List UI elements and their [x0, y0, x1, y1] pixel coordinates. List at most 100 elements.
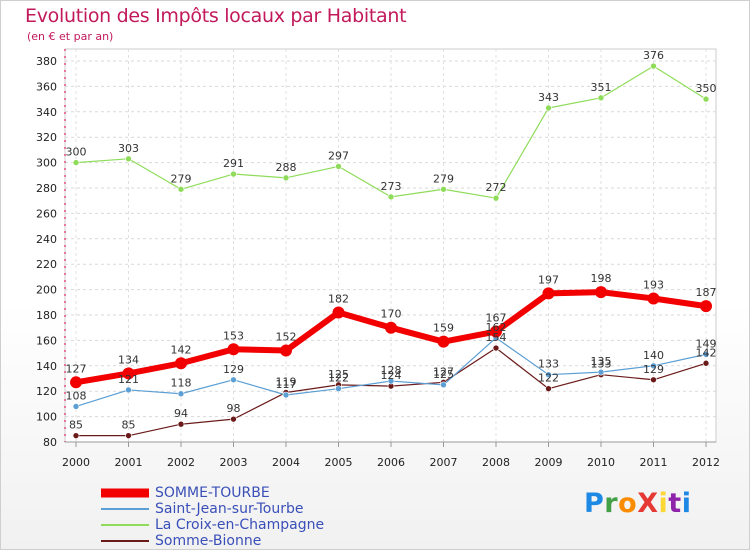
- y-tick-label: 80: [43, 436, 57, 449]
- data-point: [335, 163, 342, 170]
- data-point: [650, 362, 657, 370]
- data-point: [335, 385, 342, 392]
- x-tick-label: 2010: [587, 456, 615, 469]
- data-label: 272: [486, 181, 507, 194]
- x-tick-label: 2004: [272, 456, 300, 469]
- data-label: 128: [381, 364, 402, 377]
- data-label: 125: [328, 368, 349, 381]
- data-label: 167: [486, 312, 507, 325]
- data-point: [125, 386, 132, 394]
- y-tick-label: 200: [36, 284, 57, 297]
- legend-label: Saint-Jean-sur-Tourbe: [155, 501, 304, 517]
- data-label: 108: [66, 389, 87, 402]
- legend-swatch: [101, 524, 149, 526]
- data-point: [702, 95, 710, 103]
- data-point: [595, 286, 607, 299]
- data-label: 134: [118, 353, 139, 366]
- data-point: [282, 174, 290, 182]
- legend-swatch: [101, 508, 149, 510]
- data-label: 142: [171, 343, 192, 356]
- plot-area: [64, 48, 717, 443]
- data-label: 119: [276, 375, 297, 388]
- data-point: [545, 371, 552, 378]
- data-label: 288: [276, 161, 297, 174]
- y-tick-label: 300: [36, 157, 57, 170]
- data-point: [332, 306, 345, 319]
- data-label: 198: [591, 272, 612, 285]
- y-tick-label: 240: [36, 233, 57, 246]
- x-tick-label: 2007: [430, 456, 458, 469]
- x-tick-label: 2011: [640, 456, 668, 469]
- data-point: [230, 376, 237, 384]
- data-label: 121: [118, 373, 139, 386]
- logo-letter: X: [637, 488, 659, 519]
- data-point: [177, 390, 185, 398]
- data-point: [492, 194, 500, 202]
- data-point: [545, 385, 552, 392]
- x-tick-label: 2006: [377, 456, 405, 469]
- data-label: 153: [223, 329, 244, 342]
- legend-label: SOMME-TOURBE: [155, 485, 270, 501]
- y-tick-label: 280: [36, 182, 57, 195]
- data-label: 351: [591, 81, 612, 94]
- legend-swatch: [101, 488, 149, 498]
- logo-letter: i: [681, 488, 692, 519]
- data-label: 125: [433, 368, 454, 381]
- data-label: 133: [538, 358, 559, 371]
- y-tick-label: 260: [36, 207, 57, 220]
- logo-letter: t: [668, 488, 682, 519]
- data-point: [702, 359, 710, 367]
- data-label: 127: [66, 362, 87, 375]
- data-label: 291: [223, 157, 244, 170]
- data-point: [650, 62, 657, 70]
- x-tick-label: 2000: [62, 456, 90, 469]
- data-label: 129: [223, 363, 244, 376]
- data-point: [597, 368, 605, 376]
- chart-title: Evolution des Impôts locaux par Habitant: [25, 5, 407, 27]
- data-label: 273: [381, 180, 402, 193]
- data-point: [280, 344, 292, 357]
- data-point: [387, 377, 395, 385]
- y-tick-label: 160: [36, 334, 57, 347]
- data-label: 303: [118, 142, 139, 155]
- y-tick-label: 380: [36, 55, 57, 68]
- data-point: [387, 193, 395, 201]
- data-label: 142: [696, 346, 717, 359]
- data-label: 159: [433, 322, 454, 335]
- data-label: 94: [174, 407, 188, 420]
- data-point: [437, 335, 450, 348]
- y-tick-label: 140: [36, 360, 57, 373]
- logo-letter: i: [658, 488, 669, 519]
- data-point: [125, 155, 132, 163]
- data-point: [545, 104, 552, 112]
- x-tick-label: 2005: [325, 456, 353, 469]
- data-label: 376: [643, 49, 664, 62]
- y-tick-label: 220: [36, 258, 57, 271]
- data-point: [700, 300, 712, 313]
- data-point: [650, 376, 657, 384]
- data-point: [72, 403, 80, 410]
- legend-swatch: [101, 540, 149, 542]
- legend-label: La Croix-en-Champagne: [155, 517, 325, 533]
- data-point: [227, 343, 240, 356]
- legend-label: Somme-Bionne: [155, 533, 262, 549]
- data-label: 122: [328, 372, 349, 385]
- data-label: 187: [696, 286, 717, 299]
- data-label: 122: [538, 372, 559, 385]
- data-label: 85: [69, 419, 83, 432]
- data-point: [70, 376, 82, 389]
- data-label: 149: [696, 337, 717, 350]
- x-tick-label: 2001: [115, 456, 143, 469]
- data-point: [230, 170, 237, 178]
- x-tick-label: 2012: [692, 456, 720, 469]
- data-point: [177, 185, 185, 193]
- x-tick-label: 2003: [220, 456, 248, 469]
- data-label: 135: [591, 355, 612, 368]
- data-label: 170: [381, 308, 402, 321]
- data-label: 300: [66, 146, 87, 159]
- data-point: [175, 357, 187, 370]
- y-tick-label: 100: [36, 411, 57, 424]
- data-point: [282, 391, 290, 399]
